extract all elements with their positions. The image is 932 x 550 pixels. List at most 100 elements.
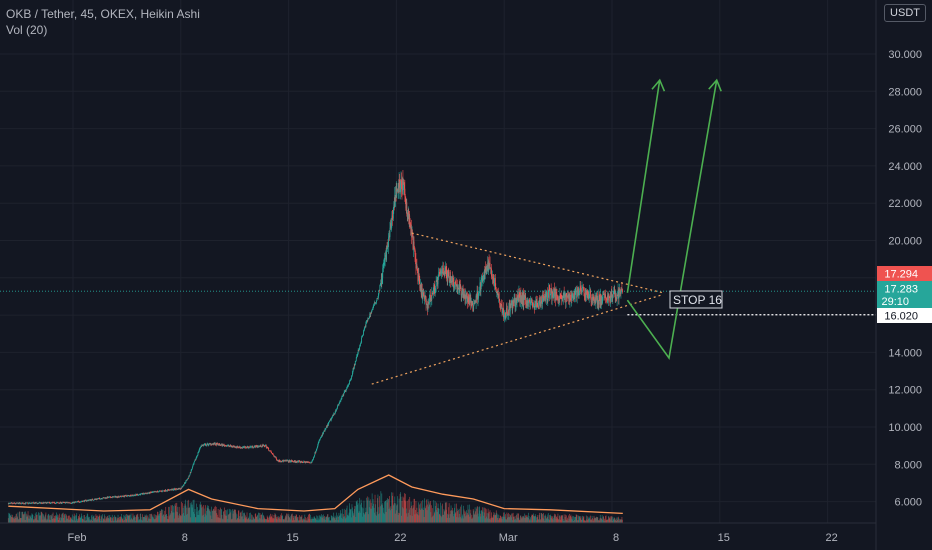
candle-body xyxy=(605,297,607,299)
candle-body xyxy=(131,495,133,497)
candle-body xyxy=(263,445,265,446)
volume-bar xyxy=(31,514,33,523)
candle-body xyxy=(424,297,426,299)
volume-bar xyxy=(544,514,546,523)
volume-bar xyxy=(444,510,446,523)
volume-bar xyxy=(25,513,27,523)
candle-body xyxy=(548,289,550,292)
volume-bar xyxy=(537,519,539,523)
candle-body xyxy=(557,299,559,301)
volume-bar xyxy=(30,515,32,523)
volume-bar xyxy=(618,516,619,523)
volume-bar xyxy=(208,505,209,523)
candle-body xyxy=(433,284,435,288)
candle-body xyxy=(343,391,345,394)
volume-bar xyxy=(236,519,237,523)
volume-bar xyxy=(531,514,533,523)
candle-body xyxy=(42,502,44,504)
candle-body xyxy=(57,502,58,504)
candle-body xyxy=(67,502,68,504)
candle-body xyxy=(541,300,542,302)
volume-bar xyxy=(356,500,358,523)
candle-body xyxy=(481,277,483,279)
volume-bar xyxy=(414,498,415,523)
volume-bar xyxy=(249,512,251,523)
volume-bar xyxy=(102,514,104,523)
candle-body xyxy=(49,503,51,504)
candle-body xyxy=(245,447,247,449)
candle-body xyxy=(331,417,333,419)
volume-bar xyxy=(218,517,220,523)
volume-bar xyxy=(296,518,298,523)
volume-bar xyxy=(216,513,218,523)
volume-bar xyxy=(127,515,129,523)
candle-body xyxy=(15,502,17,504)
volume-bar xyxy=(221,514,223,523)
volume-bar xyxy=(180,516,182,523)
stop-annotation[interactable]: STOP 16 xyxy=(669,290,723,309)
volume-bar xyxy=(177,515,179,523)
volume-bar xyxy=(459,508,461,523)
candle-body xyxy=(337,405,338,408)
volume-bar xyxy=(342,514,344,523)
candle-body xyxy=(383,265,385,267)
volume-bar xyxy=(422,507,424,523)
candle-body xyxy=(539,301,541,304)
time-axis[interactable]: Feb 8 15 22 Mar 8 15 22 xyxy=(68,532,838,544)
volume-bar xyxy=(201,515,203,523)
volume-bar xyxy=(384,500,386,523)
candle-body xyxy=(88,499,90,501)
candle-body xyxy=(462,288,464,299)
volume-bar xyxy=(60,514,62,523)
candle-body xyxy=(272,453,273,455)
candle-body xyxy=(104,497,106,499)
candle-body xyxy=(490,267,491,269)
volume-bar xyxy=(164,510,166,523)
volume-bar xyxy=(510,517,512,523)
volume-bar xyxy=(566,519,568,523)
volume-indicator-label[interactable]: Vol (20) xyxy=(6,23,48,37)
candle-body xyxy=(106,496,108,499)
symbol-title[interactable]: OKB / Tether, 45, OKEX, Heikin Ashi xyxy=(6,7,200,21)
candle-body xyxy=(384,255,386,260)
volume-bar xyxy=(566,515,567,523)
candle-body xyxy=(522,294,524,304)
candle-body xyxy=(442,271,443,273)
volume-bar xyxy=(187,499,189,523)
candle-body xyxy=(284,460,286,462)
candle-body xyxy=(229,445,231,447)
candle-body xyxy=(65,502,67,503)
volume-bar xyxy=(12,517,14,523)
candle-body xyxy=(411,227,413,238)
volume-bar xyxy=(537,515,539,523)
candle-body xyxy=(544,296,545,299)
candle-body xyxy=(372,307,374,310)
volume-bar xyxy=(365,512,366,523)
candle-body xyxy=(23,503,25,505)
candle-body xyxy=(547,299,549,301)
currency-label[interactable]: USDT xyxy=(884,4,926,22)
candle-body xyxy=(63,502,65,503)
volume-bar xyxy=(262,519,264,523)
volume-bar xyxy=(442,515,444,523)
candle-body xyxy=(38,502,40,504)
candle-body xyxy=(142,493,143,495)
candle-body xyxy=(563,293,565,298)
candle-body xyxy=(613,290,615,293)
volume-bar xyxy=(332,516,334,523)
volume-bar xyxy=(461,516,463,523)
volume-bar xyxy=(71,519,73,523)
volume-bar xyxy=(18,518,20,523)
candle-body xyxy=(330,419,332,421)
candle-body xyxy=(168,490,170,492)
candle-body xyxy=(347,385,349,387)
candle-body xyxy=(26,502,28,504)
volume-bar xyxy=(194,508,196,523)
candle-body xyxy=(169,489,170,491)
candle-body xyxy=(594,299,595,302)
volume-bar xyxy=(557,519,559,523)
volume-bar xyxy=(602,519,604,523)
candle-body xyxy=(496,292,498,294)
volume-bar xyxy=(272,517,273,523)
